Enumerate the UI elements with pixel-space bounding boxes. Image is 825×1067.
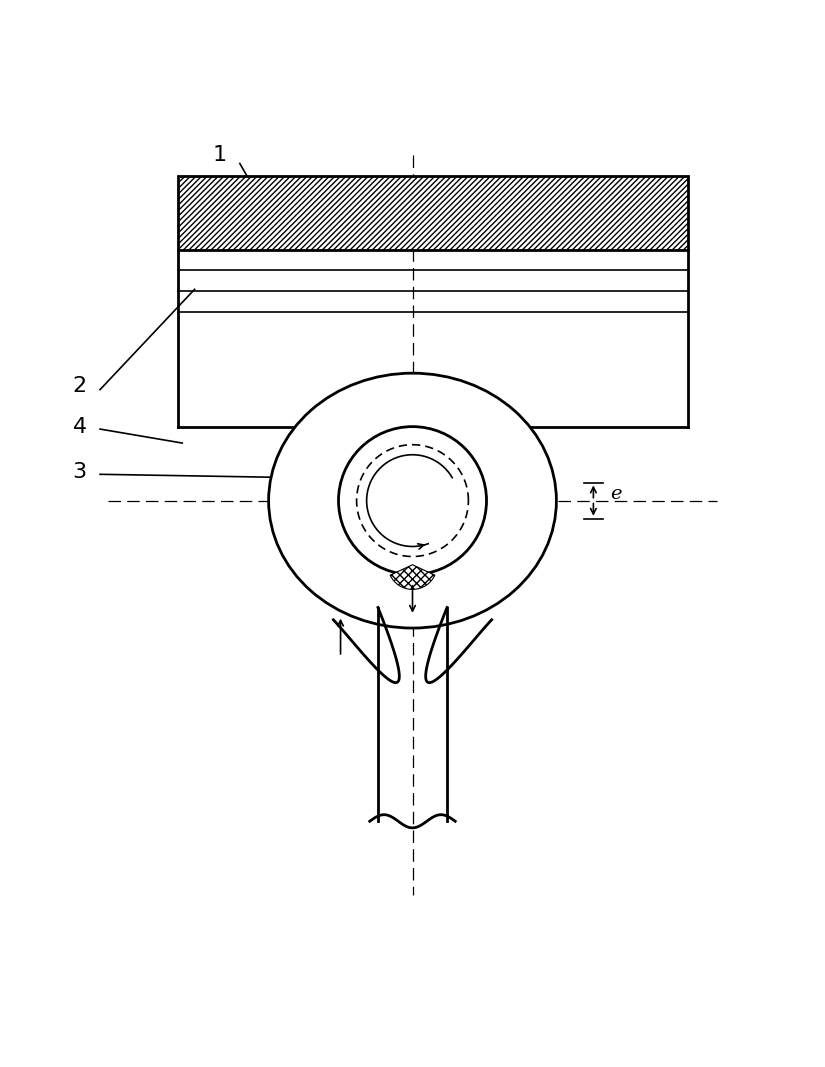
Ellipse shape <box>269 373 556 628</box>
Text: 4: 4 <box>73 416 87 436</box>
Wedge shape <box>390 564 435 589</box>
Text: 3: 3 <box>73 462 87 482</box>
Text: 2: 2 <box>73 376 87 396</box>
Bar <box>178 176 688 250</box>
Circle shape <box>338 427 487 575</box>
Text: 1: 1 <box>212 145 226 165</box>
Bar <box>178 176 688 250</box>
Text: e: e <box>610 485 621 503</box>
